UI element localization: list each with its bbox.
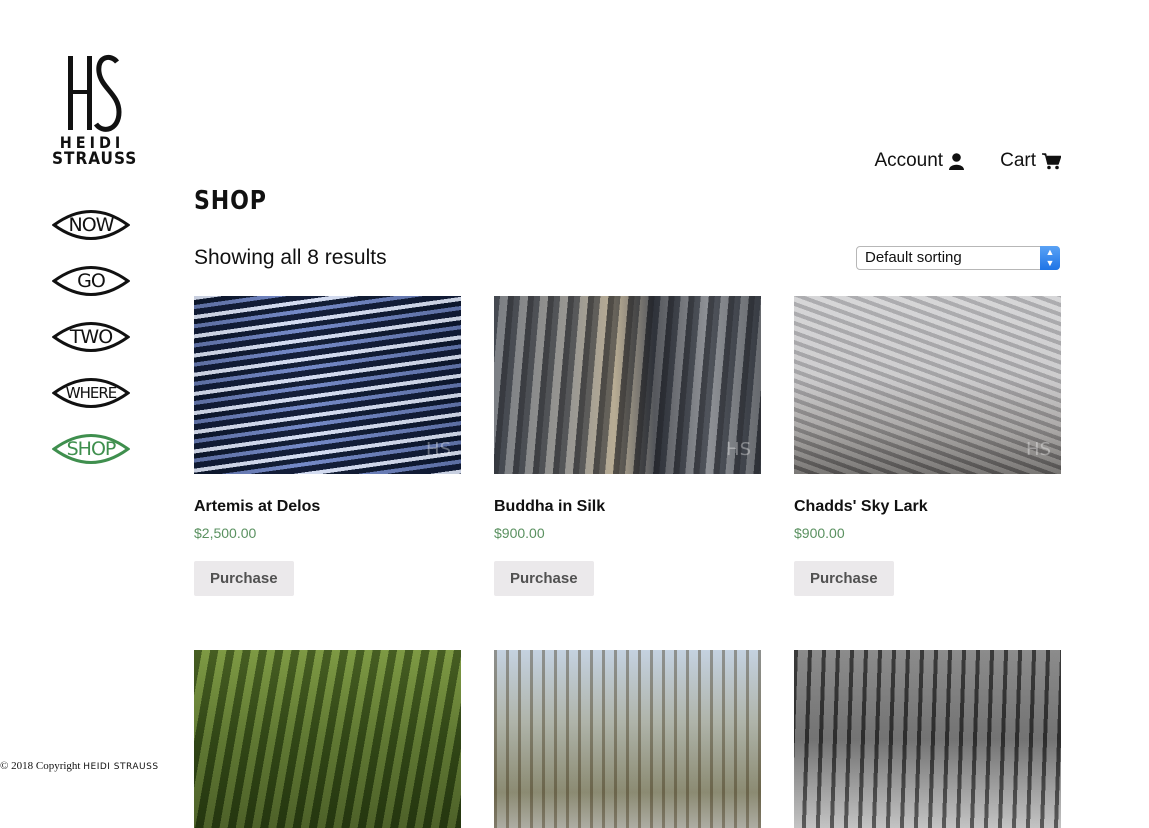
top-nav: Account Cart [874,150,1061,172]
product-image[interactable]: HS [194,296,461,474]
side-nav-label: NOW [68,214,115,236]
product-price: $2,500.00 [194,525,257,541]
copyright-text: © 2018 Copyright [0,760,81,772]
page-title: SHOP [194,186,267,216]
side-nav-label: TWO [69,326,113,348]
side-nav-label: SHOP [66,438,117,460]
side-nav-label: WHERE [65,384,118,402]
purchase-button[interactable]: Purchase [794,561,894,596]
hs-monogram-logo [68,54,122,132]
product-price: $900.00 [494,525,545,541]
copyright-name: HEIDI STRAUSS [83,762,159,772]
select-arrows-icon: ▲ ▼ [1040,246,1060,270]
product-card [194,650,461,828]
hs-watermark-icon: HS [426,439,451,460]
side-nav-shop[interactable]: SHOP [52,428,130,470]
side-nav-now[interactable]: NOW [52,204,130,246]
account-link[interactable]: Account [874,150,965,172]
product-name[interactable]: Chadds' Sky Lark [794,498,928,515]
side-nav-two[interactable]: TWO [52,316,130,358]
product-card: HS Artemis at Delos $2,500.00 Purchase [194,296,461,596]
sort-selected-value: Default sorting [865,249,962,266]
product-name[interactable]: Buddha in Silk [494,498,606,515]
account-label: Account [874,150,944,171]
result-count: Showing all 8 results [194,246,387,269]
product-card [794,650,1061,828]
hs-watermark-icon: HS [1026,439,1051,460]
product-image[interactable]: HS [494,296,761,474]
purchase-button[interactable]: Purchase [194,561,294,596]
product-card: HS Buddha in Silk $900.00 Purchase [494,296,761,596]
product-image[interactable] [194,650,461,828]
product-image[interactable] [794,650,1061,828]
side-nav: NOW GO TWO WHERE SHOP [52,204,130,484]
logo-strauss: STRAUSS [52,149,138,169]
site-logo[interactable]: HEIDI STRAUSS [52,54,138,169]
product-image[interactable] [494,650,761,828]
product-card: HS Chadds' Sky Lark $900.00 Purchase [794,296,1061,596]
side-nav-where[interactable]: WHERE [52,372,130,414]
side-nav-label: GO [77,270,106,292]
side-nav-go[interactable]: GO [52,260,130,302]
cart-link[interactable]: Cart [1000,150,1061,172]
sort-select[interactable]: Default sorting ▲ ▼ [856,246,1060,270]
cart-icon [1042,152,1061,169]
copyright: © 2018 Copyright HEIDI STRAUSS [0,760,159,772]
product-name[interactable]: Artemis at Delos [194,498,321,515]
hs-watermark-icon: HS [726,439,751,460]
product-image[interactable]: HS [794,296,1061,474]
purchase-button[interactable]: Purchase [494,561,594,596]
product-card [494,650,761,828]
product-price: $900.00 [794,525,845,541]
user-icon [949,152,965,170]
cart-label: Cart [1000,150,1036,171]
logo-heidi: HEIDI [59,133,125,152]
